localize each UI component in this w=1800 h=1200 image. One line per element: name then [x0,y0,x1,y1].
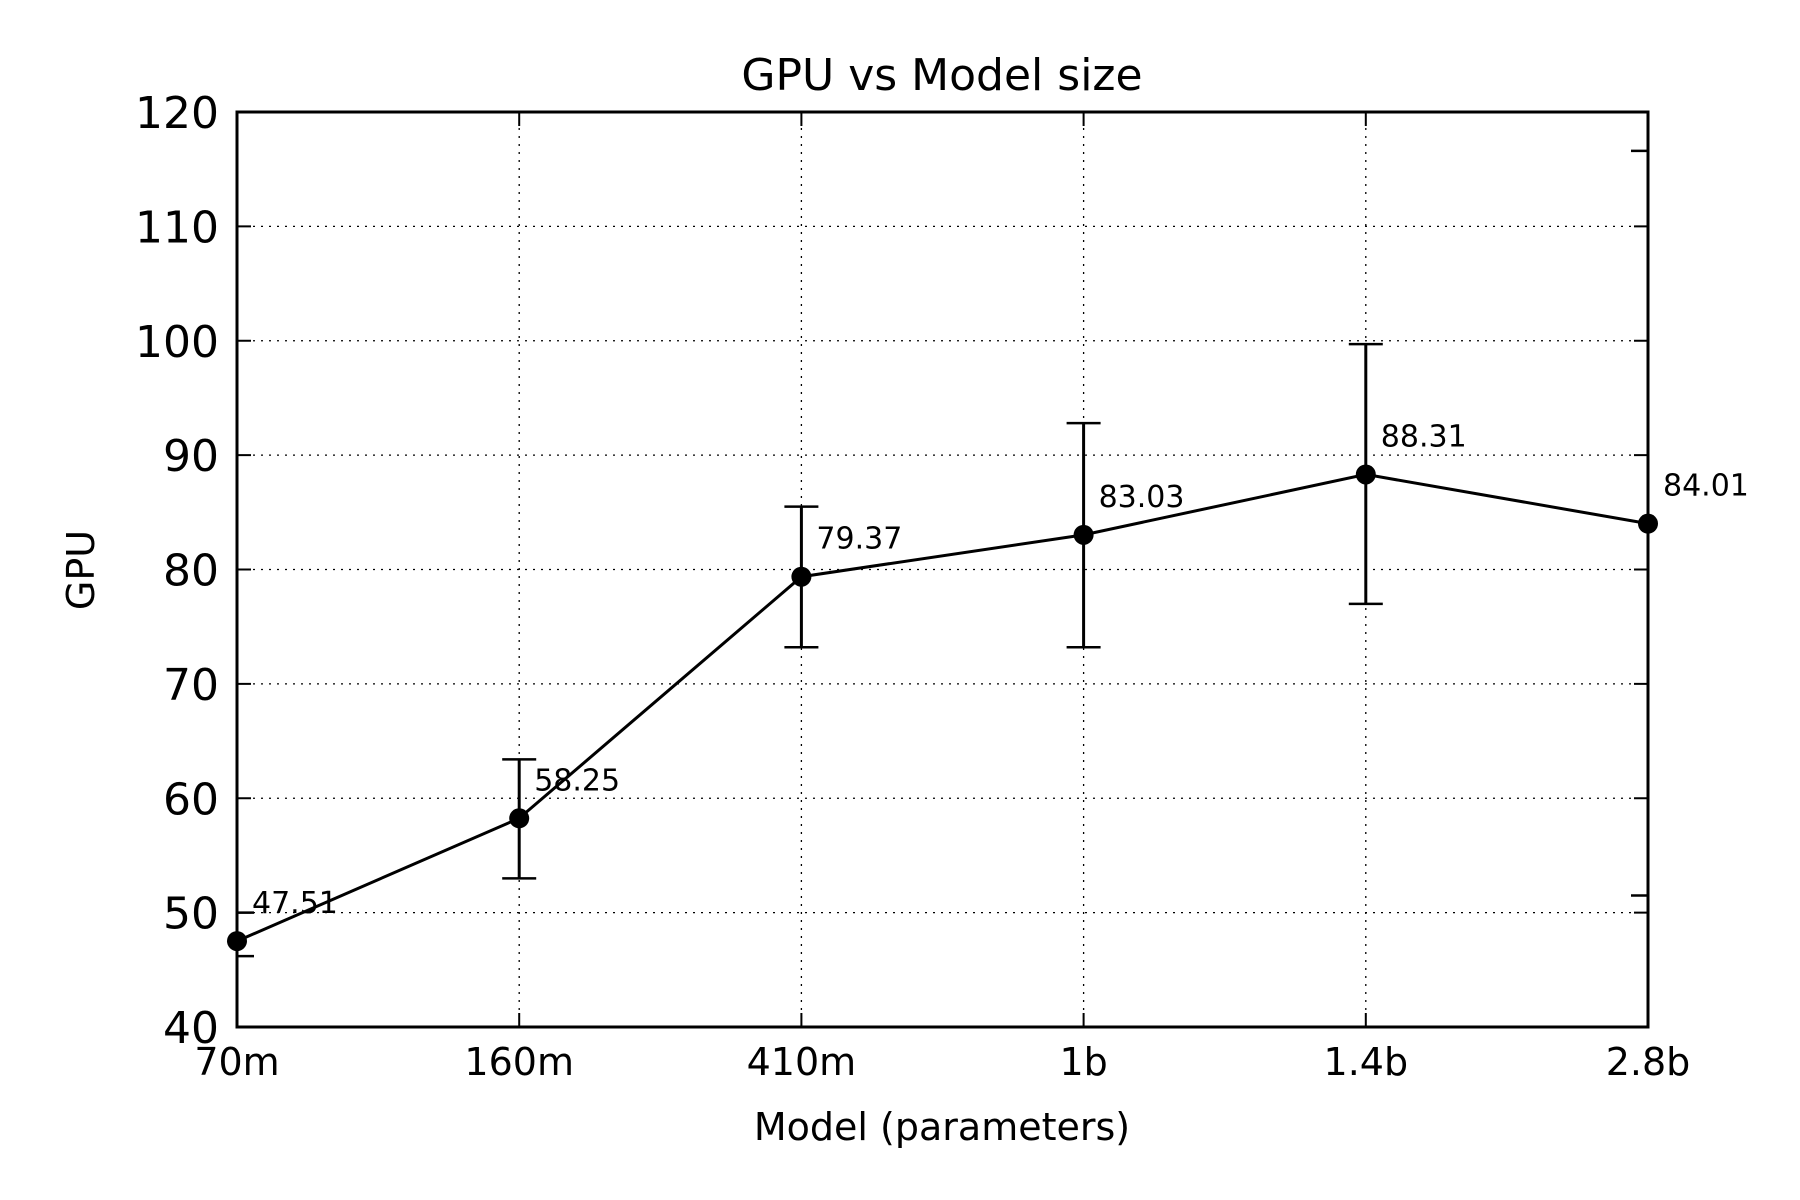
series-layer [227,464,1658,952]
y-tick-label: 40 [163,1003,219,1054]
y-tick-label: 100 [135,317,219,368]
x-tick-label: 2.8b [1606,1040,1691,1084]
data-point [1355,464,1376,485]
grid-layer [237,112,1648,1027]
x-tick-label: 410m [747,1040,857,1084]
chart-title: GPU vs Model size [741,50,1142,101]
x-tick-label: 160m [464,1040,574,1084]
y-tick-label: 50 [163,889,219,940]
x-tick-label: 1.4b [1324,1040,1409,1084]
plot-frame [235,110,1650,1029]
errorbar-layer [237,149,1648,958]
data-label: 79.37 [816,522,902,557]
y-tick-label: 60 [163,774,219,825]
data-point [509,808,530,829]
tick-layer: 40 50 60 70 80 90 100 110 120 70m 160m 410m 1b 1.4b 2.… [135,88,1690,1084]
x-tick-label: 70m [194,1040,279,1084]
y-tick-label: 110 [135,202,219,253]
x-tick-label: 1b [1059,1040,1107,1084]
y-tick-label: 80 [163,546,219,597]
y-tick-label: 90 [163,431,219,482]
data-label: 47.51 [252,886,338,921]
data-label: 83.03 [1099,480,1185,515]
series-line [236,472,1649,943]
label-layer: 47.51 58.25 79.37 83.03 88.31 84.01 [252,419,1749,921]
y-tick-label: 120 [135,88,219,139]
data-label: 84.01 [1663,469,1749,504]
y-tick-label: 70 [163,660,219,711]
data-point [791,566,812,587]
data-point [1073,524,1094,545]
x-axis-label: Model (parameters) [754,1105,1130,1149]
data-label: 58.25 [534,763,620,798]
data-label: 88.31 [1381,419,1467,454]
y-axis-label: GPU [59,530,103,610]
